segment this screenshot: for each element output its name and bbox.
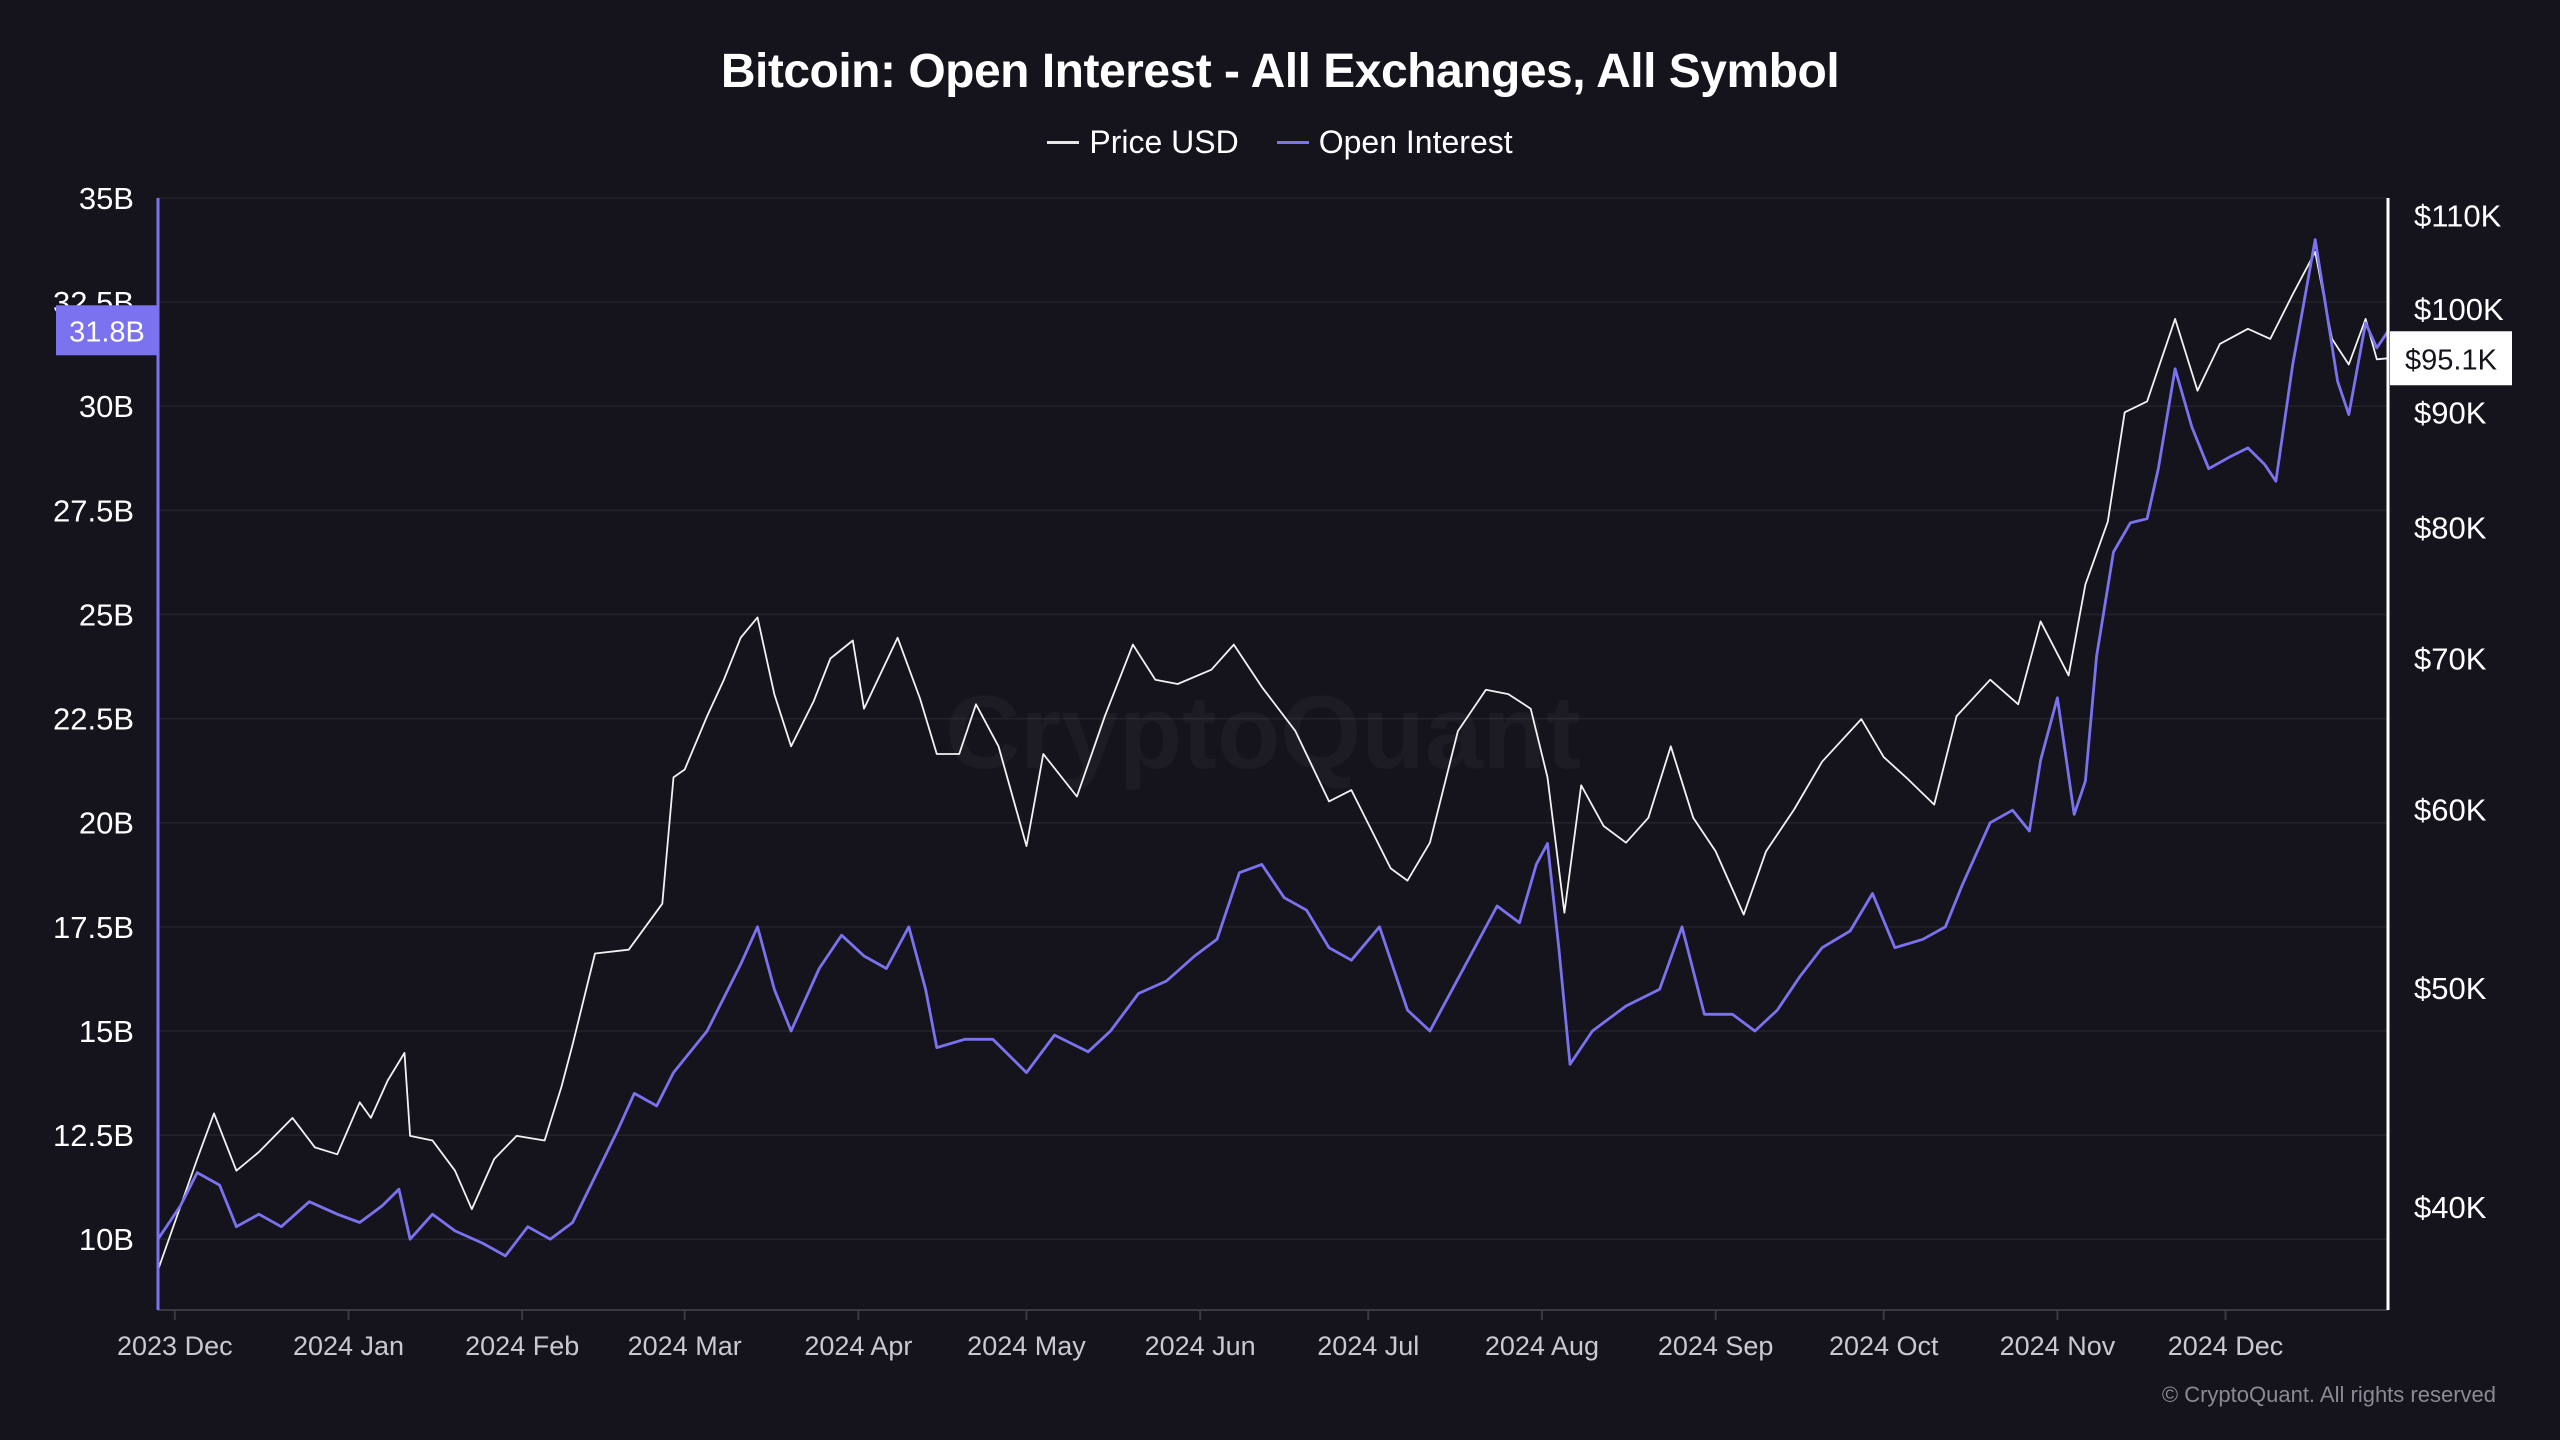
- y-left-tick-label: 15B: [79, 1014, 134, 1049]
- current-open-interest-badge: [56, 305, 158, 356]
- x-tick-label: 2023 Dec: [117, 1331, 233, 1361]
- legend-item-open-interest[interactable]: Open Interest: [1276, 124, 1513, 161]
- y-left-tick-label: 20B: [79, 806, 134, 841]
- y-left-tick-label: 17.5B: [53, 910, 134, 945]
- grid: [158, 197, 2388, 1240]
- x-tick-label: 2024 Aug: [1485, 1331, 1599, 1361]
- y-right-tick-label: $40K: [2414, 1190, 2487, 1225]
- series-layer: [156, 238, 2390, 1271]
- x-tick-label: 2024 May: [967, 1331, 1086, 1361]
- current-price-badge: [2390, 331, 2512, 386]
- legend-label-open-interest: Open Interest: [1318, 124, 1513, 160]
- y-left-tick-label: 12.5B: [53, 1118, 134, 1153]
- legend-item-price[interactable]: Price USD: [1047, 124, 1239, 161]
- legend: Price USD Open Interest: [0, 124, 2560, 161]
- x-tick-label: 2024 Oct: [1829, 1331, 1939, 1361]
- x-tick-label: 2024 Dec: [2168, 1331, 2284, 1361]
- y-left-tick-label: 25B: [79, 597, 134, 632]
- current-open-interest-label: 31.8B: [69, 316, 145, 348]
- series-line-price: [157, 250, 2389, 1271]
- series-line-open-interest: [156, 238, 2390, 1258]
- current-price-label: $95.1K: [2405, 344, 2498, 376]
- axes: 10B12.5B15B17.5B20B22.5B25B27.5B30B32.5B…: [53, 181, 2512, 1361]
- y-right-tick-label: $110K: [2414, 199, 2502, 234]
- x-tick-label: 2024 Feb: [465, 1331, 579, 1361]
- y-left-tick-label: 35B: [79, 181, 134, 216]
- y-left-tick-label: 30B: [79, 389, 134, 424]
- x-tick-label: 2024 Mar: [628, 1331, 742, 1361]
- x-tick-label: 2024 Nov: [2000, 1331, 2116, 1361]
- legend-label-price: Price USD: [1089, 124, 1239, 160]
- x-tick-label: 2024 Sep: [1658, 1331, 1774, 1361]
- x-tick-label: 2024 Jun: [1145, 1331, 1256, 1361]
- legend-swatch-price: [1047, 141, 1080, 144]
- x-tick-label: 2024 Jan: [293, 1331, 404, 1361]
- x-tick-label: 2024 Jul: [1317, 1331, 1419, 1361]
- y-left-tick-label: 27.5B: [53, 493, 134, 528]
- copyright-text: © CryptoQuant. All rights reserved: [2161, 1382, 2496, 1407]
- y-right-tick-label: $100K: [2414, 292, 2504, 327]
- y-right-tick-label: $60K: [2414, 793, 2487, 828]
- y-right-tick-label: $70K: [2414, 641, 2487, 676]
- y-right-tick-label: $50K: [2414, 971, 2487, 1006]
- y-right-tick-label: $90K: [2414, 395, 2487, 430]
- y-left-tick-label: 10B: [79, 1222, 134, 1257]
- chart-title: Bitcoin: Open Interest - All Exchanges, …: [720, 45, 1840, 98]
- legend-swatch-open-interest: [1276, 141, 1309, 144]
- y-left-tick-label: 22.5B: [53, 702, 134, 737]
- y-right-tick-label: $80K: [2414, 511, 2487, 546]
- x-tick-label: 2024 Apr: [804, 1331, 912, 1361]
